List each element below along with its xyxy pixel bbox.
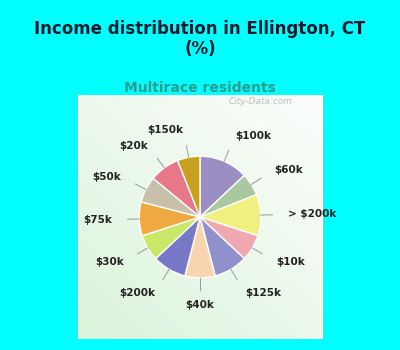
- Wedge shape: [156, 217, 200, 276]
- Text: $40k: $40k: [186, 300, 214, 310]
- Text: City-Data.com: City-Data.com: [229, 97, 293, 106]
- Wedge shape: [185, 217, 215, 278]
- Wedge shape: [200, 156, 244, 217]
- Wedge shape: [139, 202, 200, 236]
- Text: $10k: $10k: [276, 257, 305, 267]
- Text: > $200k: > $200k: [288, 209, 336, 219]
- Text: $125k: $125k: [245, 288, 281, 298]
- Wedge shape: [141, 178, 200, 217]
- Wedge shape: [153, 161, 200, 217]
- Wedge shape: [178, 156, 200, 217]
- Text: $30k: $30k: [95, 257, 124, 267]
- Text: $60k: $60k: [274, 165, 303, 175]
- Text: $75k: $75k: [83, 215, 112, 225]
- Text: $150k: $150k: [148, 125, 184, 135]
- Wedge shape: [200, 195, 261, 236]
- Text: Multirace residents: Multirace residents: [124, 81, 276, 95]
- Wedge shape: [200, 217, 244, 276]
- Text: $200k: $200k: [119, 288, 155, 298]
- Text: Income distribution in Ellington, CT
(%): Income distribution in Ellington, CT (%): [34, 20, 366, 58]
- Text: $20k: $20k: [120, 141, 148, 150]
- Wedge shape: [142, 217, 200, 259]
- Text: $50k: $50k: [93, 172, 122, 182]
- Wedge shape: [200, 217, 258, 259]
- Wedge shape: [200, 175, 256, 217]
- Text: $100k: $100k: [235, 131, 271, 141]
